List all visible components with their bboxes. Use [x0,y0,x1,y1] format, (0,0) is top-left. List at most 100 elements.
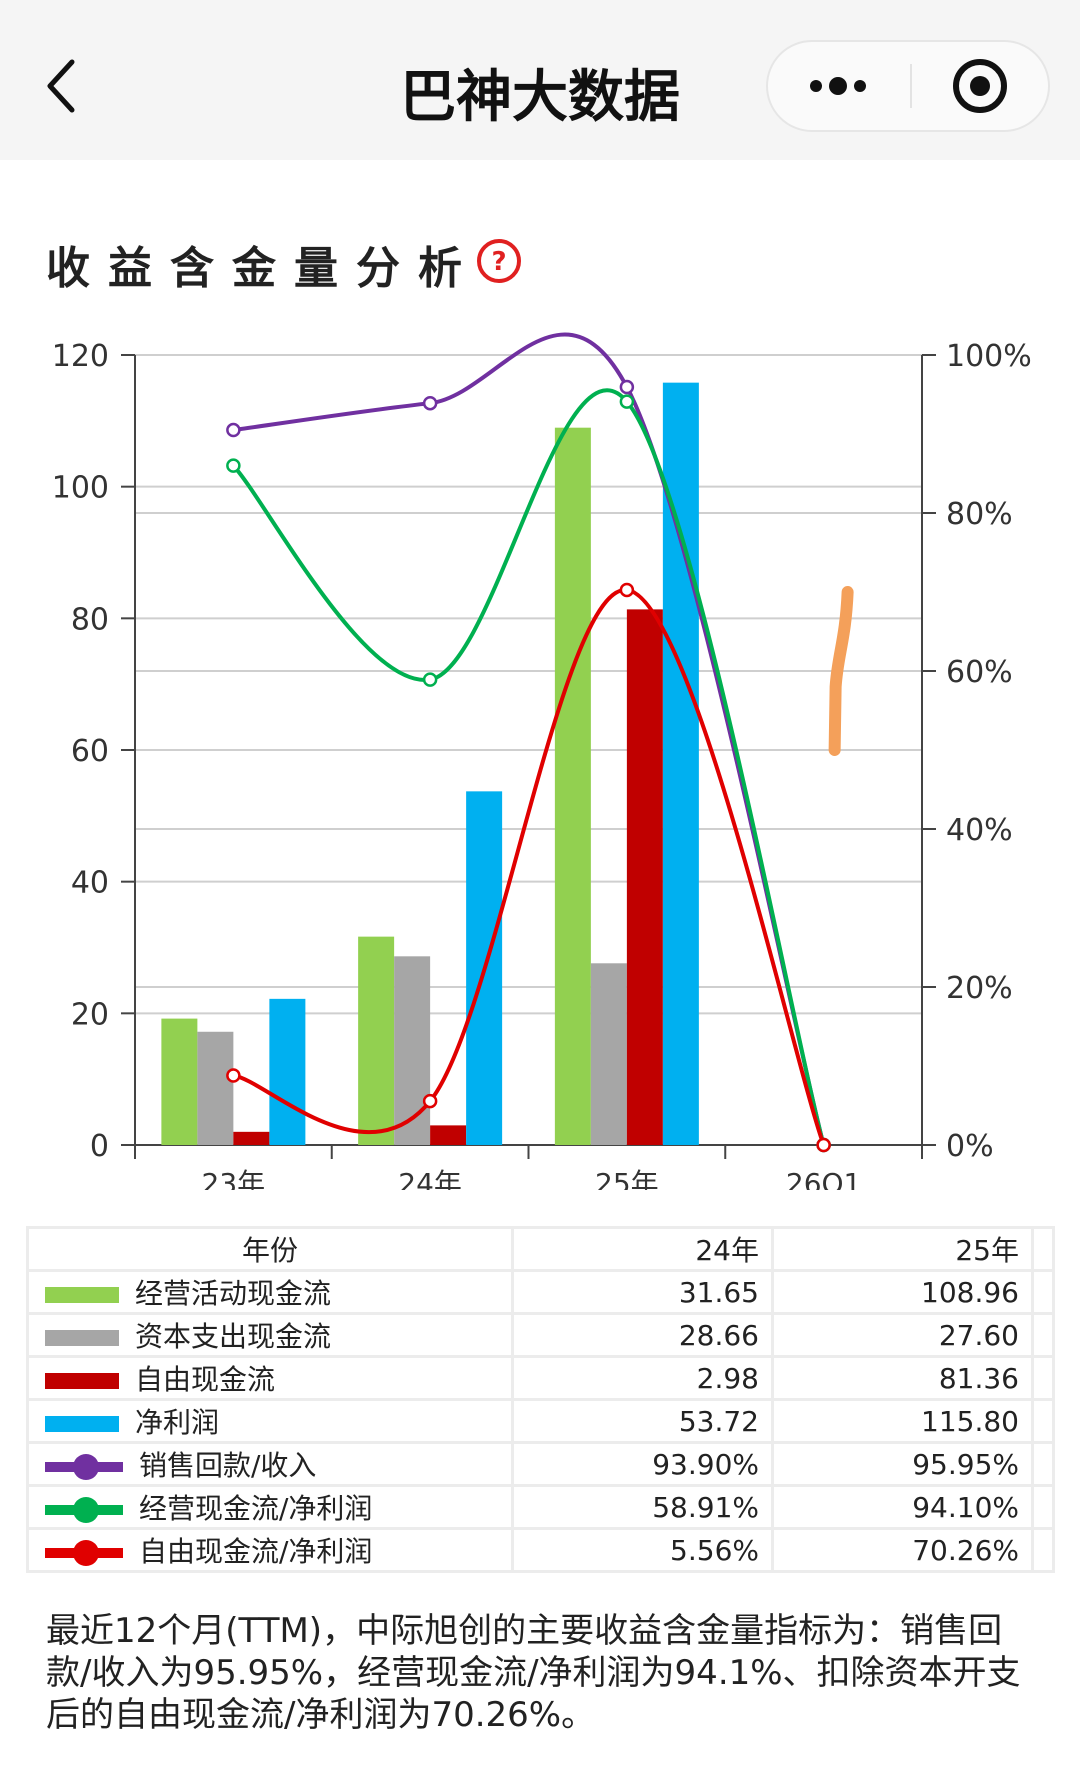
left-tick-label: 40 [71,866,109,901]
table-spacer [1031,1441,1055,1487]
right-tick-label: 40% [946,813,1013,848]
table-cell-value: 94.10% [771,1484,1034,1530]
top-nav-bar: 巴神大数据 [0,0,1080,160]
grid-lines [135,354,922,1146]
bars [161,382,699,1145]
legend-bar-swatch [45,1373,119,1389]
series-point [422,395,438,411]
legend-bar-swatch [45,1330,119,1346]
target-circle-icon [953,59,1007,113]
table-row-label-cell: 资本支出现金流 [26,1312,514,1358]
close-button[interactable] [912,42,1048,130]
right-tick-label: 60% [946,655,1013,690]
table-cell-value: 93.90% [511,1441,774,1487]
annotation [828,586,854,756]
table-row-label: 自由现金流/净利润 [139,1535,373,1568]
section-title: 收益含金量分析 [46,243,480,294]
table-row: 净利润 53.72 115.80 [26,1398,1055,1444]
table-cell-value: 53.72 [511,1398,774,1444]
x-tick-label: 25年 [595,1167,659,1190]
table-cell-value: 28.66 [511,1312,774,1358]
table-row: 经营现金流/净利润 58.91% 94.10% [26,1484,1055,1530]
table-row-label: 经营现金流/净利润 [139,1492,373,1525]
legend-bar-swatch [45,1416,119,1432]
mini-program-capsule [766,40,1050,132]
table-row-label-cell: 经营现金流/净利润 [26,1484,514,1530]
table-header-25: 25年 [771,1226,1034,1272]
table-row: 自由现金流/净利润 5.56% 70.26% [26,1527,1055,1573]
left-tick-label: 20 [71,997,109,1032]
left-tick-label: 100 [52,471,109,506]
more-dots-icon [810,77,866,95]
chevron-left-icon [47,59,75,113]
table-cell-value: 58.91% [511,1484,774,1530]
bar [590,963,627,1145]
bar [233,1131,270,1145]
series-point [422,672,438,687]
app-title: 巴神大数据 [400,65,680,130]
summary-text: 最近12个月(TTM)，中际旭创的主要收益含金量指标为：销售回款/收入为95.9… [46,1611,1021,1735]
table-spacer [1031,1484,1055,1530]
question-circle-icon: ? [477,239,521,283]
bar [554,427,591,1145]
right-tick-label: 80% [946,497,1013,532]
series-point [226,422,241,438]
table-spacer [1031,1312,1055,1358]
left-tick-label: 120 [52,339,109,374]
bar [430,1125,467,1145]
left-tick-label: 0 [90,1129,109,1164]
bar [626,609,663,1145]
table-spacer [1031,1269,1055,1315]
bar [662,382,699,1145]
left-tick-label: 80 [71,602,109,637]
table-row: 经营活动现金流 31.65 108.96 [26,1269,1055,1315]
series-line [231,388,826,1146]
series-point [226,458,241,473]
left-tick-label: 60 [71,734,109,769]
series-point [422,1093,438,1109]
table-row-label: 销售回款/收入 [139,1449,317,1482]
table-header-row: 年份 24年 25年 [26,1226,1055,1272]
legend-line-swatch [45,1497,123,1523]
table-cell-value: 2.98 [511,1355,774,1401]
back-button[interactable] [40,50,100,120]
table-row: 资本支出现金流 28.66 27.60 [26,1312,1055,1358]
table-cell-value: 5.56% [511,1527,774,1573]
table-cell-value: 27.60 [771,1312,1034,1358]
table-row-label-cell: 经营活动现金流 [26,1269,514,1315]
cashflow-quality-chart: 0 20 40 60 80 100 120 0% 20% 40% 60% 80% 100% 23年 24年 2… [52,332,1032,1190]
series-point [619,379,635,395]
table-spacer [1031,1527,1055,1573]
legend-line-swatch [45,1454,123,1480]
x-tick-label: 24年 [398,1167,462,1190]
series-point [619,582,635,598]
series-point [816,1137,831,1153]
bar [161,1018,198,1145]
bar [269,998,306,1145]
series-point [226,1068,241,1083]
table-cell-value: 95.95% [771,1441,1034,1487]
help-button[interactable]: ? [476,238,522,284]
axes: 0 20 40 60 80 100 120 0% 20% 40% 60% 80% 100% 23年 24年 2… [52,339,1032,1190]
table-row: 自由现金流 2.98 81.36 [26,1355,1055,1401]
ratio-lines [226,332,831,1153]
table-row-label: 资本支出现金流 [135,1320,332,1353]
hand-drawn-annotation [828,586,854,756]
more-button[interactable] [768,42,910,130]
bar [358,936,395,1145]
x-tick-label: 26Q1 [786,1167,861,1190]
table-row-label-cell: 销售回款/收入 [26,1441,514,1487]
series-line [232,587,826,1146]
legend-line-swatch [45,1540,123,1566]
table-row-label-cell: 自由现金流 [26,1355,514,1401]
table-row-label: 经营活动现金流 [135,1277,332,1310]
table-cell-value: 81.36 [771,1355,1034,1401]
right-tick-label: 100% [946,339,1032,374]
table-spacer [1031,1226,1055,1272]
bar [394,956,431,1145]
capsule-divider [910,64,912,108]
table-cell-value: 115.80 [771,1398,1034,1444]
table-header-24: 24年 [511,1226,774,1272]
legend-bar-swatch [45,1287,119,1303]
table-row: 销售回款/收入 93.90% 95.95% [26,1441,1055,1487]
